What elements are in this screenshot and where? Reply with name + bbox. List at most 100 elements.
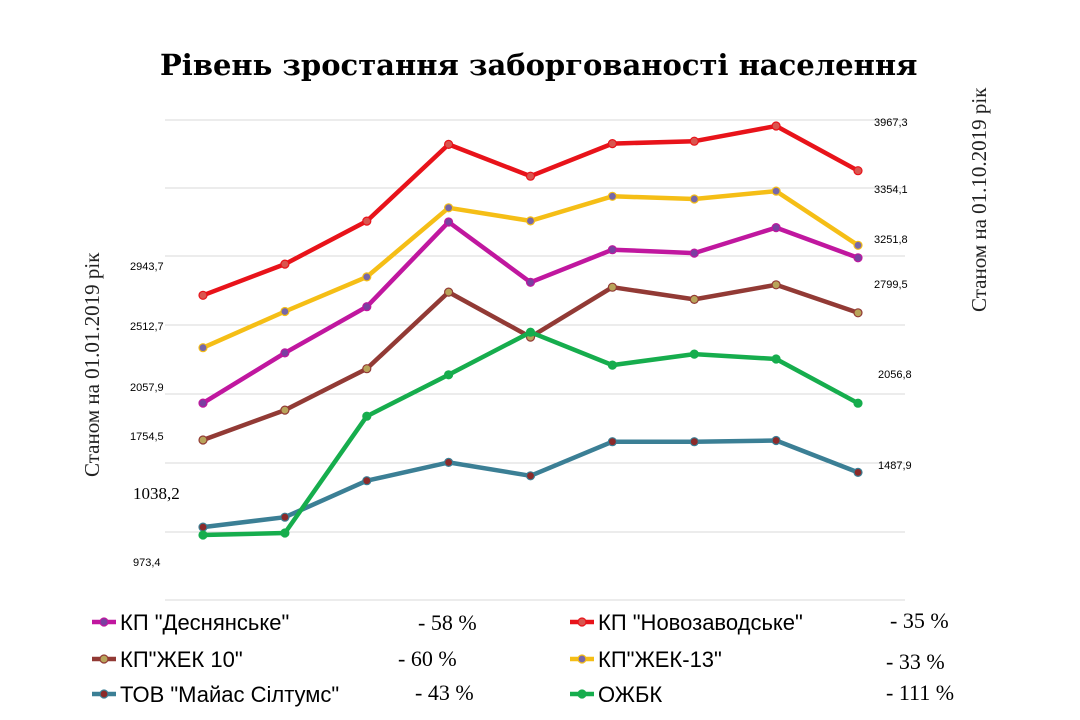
series-1 [198, 121, 863, 300]
data-point [444, 217, 454, 227]
legend-item: ОЖБК - 111 % [570, 680, 954, 707]
data-point [198, 290, 208, 300]
data-label-start: 973,4 [133, 557, 161, 569]
data-label-end: 3354,1 [874, 184, 908, 196]
data-label-start: 2943,7 [130, 261, 164, 273]
series-line [200, 329, 861, 538]
legend-marker [99, 654, 109, 664]
data-point [853, 398, 863, 408]
legend-marker [577, 689, 587, 699]
data-point [280, 306, 290, 317]
right-axis-label: Станом на 01.10.2019 рік [967, 87, 991, 312]
legend-item: КП "Деснянське" - 58 % [92, 610, 477, 635]
legend-change-percent: - 35 % [890, 608, 949, 633]
series-line [200, 438, 861, 530]
data-label-start: 2512,7 [130, 321, 164, 333]
data-point [198, 343, 208, 353]
data-point [607, 191, 618, 201]
series-line [200, 219, 861, 406]
legend-change-percent: - 58 % [418, 610, 477, 635]
data-point [280, 405, 290, 415]
legend-label: КП"ЖЕК 10" [120, 647, 243, 672]
data-point [771, 354, 781, 364]
series-layer [198, 121, 863, 540]
legend-change-percent: - 33 % [886, 649, 945, 674]
series-line [200, 188, 861, 350]
data-point [689, 136, 699, 146]
data-point [771, 186, 781, 196]
data-point [525, 277, 536, 287]
data-point [607, 245, 618, 255]
data-label-end: 1487,9 [878, 460, 912, 472]
series-0 [198, 217, 863, 408]
data-point [362, 272, 372, 282]
legend-marker [577, 617, 587, 627]
data-point [280, 512, 290, 522]
data-label-start: 1754,5 [130, 431, 164, 443]
chart-title: Рівень зростання заборгованості населенн… [160, 48, 917, 82]
legend-change-percent: - 111 % [886, 680, 954, 705]
data-point [689, 437, 699, 447]
series-3 [198, 186, 863, 353]
data-point [853, 308, 863, 318]
legend-label: ОЖБК [598, 682, 662, 707]
legend-item: КП"ЖЕК-13" - 33 % [570, 647, 945, 674]
data-point [280, 348, 290, 358]
legend-label: КП "Деснянське" [120, 610, 289, 635]
data-point [525, 471, 536, 481]
legend-change-percent: - 43 % [415, 680, 474, 705]
data-point [607, 360, 618, 370]
data-point [444, 139, 454, 149]
data-point [853, 253, 863, 263]
legend-label: ТОВ "Майас Сілтумс" [120, 682, 339, 707]
data-label-start: 2057,9 [130, 382, 164, 394]
data-point [525, 171, 536, 181]
data-point [607, 139, 618, 149]
legend-item: КП "Новозаводське" - 35 % [570, 608, 949, 635]
data-point [853, 166, 863, 176]
series-5 [198, 327, 863, 540]
legend: КП "Деснянське" - 58 % КП "Новозаводське" -… [92, 608, 954, 707]
legend-marker [99, 617, 109, 627]
data-point [525, 327, 536, 337]
data-point [362, 364, 372, 374]
data-point [198, 398, 208, 408]
data-point [198, 435, 208, 445]
data-point [362, 476, 372, 486]
data-point [853, 467, 863, 477]
legend-item: ТОВ "Майас Сілтумс" - 43 % [92, 680, 474, 707]
series-2 [198, 280, 863, 445]
series-line [200, 282, 861, 443]
data-point [689, 349, 699, 359]
data-label-end: 3251,8 [874, 234, 908, 246]
data-point [607, 437, 618, 447]
data-point [198, 522, 208, 532]
data-label-end: 2799,5 [874, 279, 908, 291]
data-point [444, 203, 454, 213]
data-label-start: 1038,2 [133, 484, 180, 503]
data-point [853, 240, 863, 250]
data-point [444, 370, 454, 380]
data-point [771, 223, 781, 233]
data-point [444, 287, 454, 297]
left-axis-label: Станом на 01.01.2019 рік [80, 252, 104, 477]
data-label-end: 2056,8 [878, 369, 912, 381]
data-point [280, 259, 290, 269]
data-label-layer: 2057,9 3251,8 2943,7 3967,3 1754,5 2799,5 2512… [130, 117, 912, 569]
data-point [607, 282, 618, 292]
data-label-end: 3967,3 [874, 117, 908, 129]
data-point [198, 530, 208, 540]
data-point [689, 194, 699, 204]
legend-item: КП"ЖЕК 10" - 60 % [92, 646, 457, 672]
data-point [525, 216, 536, 226]
series-line [200, 123, 861, 298]
legend-label: КП "Новозаводське" [598, 610, 803, 635]
data-point [362, 411, 372, 421]
legend-label: КП"ЖЕК-13" [598, 647, 722, 672]
data-point [280, 528, 290, 538]
data-point [689, 294, 699, 304]
data-point [444, 457, 454, 467]
legend-marker [99, 689, 109, 699]
data-point [771, 280, 781, 290]
